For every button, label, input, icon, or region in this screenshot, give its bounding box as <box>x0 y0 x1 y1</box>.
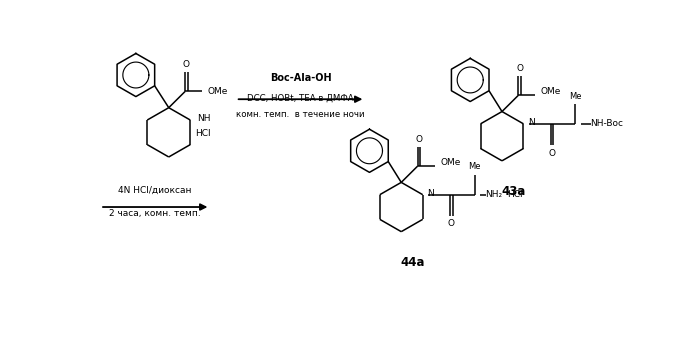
Text: HCl: HCl <box>507 190 523 199</box>
Text: NH₂: NH₂ <box>486 190 503 199</box>
Text: Me: Me <box>569 92 582 101</box>
Text: O: O <box>447 219 454 228</box>
Text: 4N HCl/диоксан: 4N HCl/диоксан <box>118 186 192 195</box>
Text: OMe: OMe <box>208 87 228 96</box>
Text: O: O <box>183 60 190 69</box>
Text: NH: NH <box>196 114 210 123</box>
Text: комн. темп.  в течение ночи: комн. темп. в течение ночи <box>236 110 365 119</box>
Text: N: N <box>427 189 434 198</box>
Text: O: O <box>548 149 555 158</box>
Text: O: O <box>516 64 523 73</box>
Text: Boc-Ala-OH: Boc-Ala-OH <box>270 74 331 83</box>
Text: DCC, HOBt, TEA в ДМФА: DCC, HOBt, TEA в ДМФА <box>247 93 354 102</box>
Text: NH-Boc: NH-Boc <box>590 119 623 128</box>
Text: O: O <box>415 134 422 144</box>
Text: Me: Me <box>468 163 481 171</box>
Text: HCl: HCl <box>196 130 211 138</box>
Text: N: N <box>528 118 535 127</box>
Text: 2 часа, комн. темп.: 2 часа, комн. темп. <box>109 209 201 218</box>
Text: 43a: 43a <box>501 185 526 198</box>
Text: OMe: OMe <box>541 87 561 96</box>
Text: OMe: OMe <box>440 158 461 167</box>
Text: 44a: 44a <box>401 256 425 269</box>
